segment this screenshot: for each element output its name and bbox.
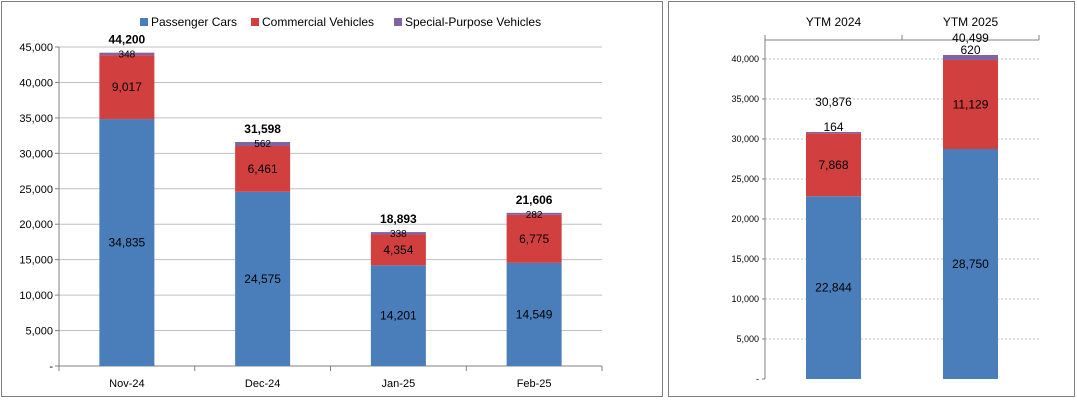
monthly-sales-chart: - 5,000 10,000 15,000 20,000 25,000 30,000 35,0… (19, 15, 603, 390)
y-tick-label: 40,000 (731, 54, 759, 64)
y-tick-label: 5,000 (25, 326, 53, 338)
bar-passenger-cars (806, 196, 861, 379)
x-tick-label: Dec-24 (245, 378, 280, 390)
data-label-passenger-cars: 28,750 (952, 257, 989, 271)
total-label: 30,876 (815, 95, 852, 109)
y-tick-label: 15,000 (19, 255, 53, 267)
data-label-commercial-vehicles: 9,017 (112, 80, 142, 94)
y-tick-label: 30,000 (731, 134, 759, 144)
total-label: 21,606 (516, 193, 553, 207)
data-label-commercial-vehicles: 6,461 (248, 162, 278, 176)
y-tick-label: - (49, 361, 53, 373)
y-tick-label: - (756, 374, 759, 384)
y-tick-label: 10,000 (731, 294, 759, 304)
y-tick-label: 35,000 (19, 113, 53, 125)
legend-swatch-special-purpose-vehicles (394, 18, 402, 26)
bar-commercial-vehicles (506, 214, 562, 263)
data-label-passenger-cars: 14,201 (380, 309, 417, 323)
total-label: 40,499 (952, 31, 989, 45)
bar-passenger-cars (943, 149, 998, 379)
data-label-commercial-vehicles: 4,354 (383, 243, 413, 257)
y-tick-label: 20,000 (731, 214, 759, 224)
data-label-passenger-cars: 34,835 (109, 236, 146, 250)
bar-passenger-cars (99, 119, 155, 366)
y-tick-label: 5,000 (736, 334, 759, 344)
data-label-passenger-cars: 22,844 (815, 281, 852, 295)
bar-special-purpose-vehicles (99, 52, 155, 56)
y-tick-label: 25,000 (731, 174, 759, 184)
legend-label-passenger-cars: Passenger Cars (151, 15, 237, 29)
bar-special-purpose-vehicles (506, 212, 562, 215)
legend-label-commercial-vehicles: Commercial Vehicles (262, 15, 374, 29)
data-label-special-purpose-vehicles: 348 (119, 50, 136, 61)
data-label-commercial-vehicles: 11,129 (953, 97, 989, 111)
y-tick-label: 30,000 (19, 148, 53, 160)
monthly-sales-chart-panel: - 5,000 10,000 15,000 20,000 25,000 30,000 35,0… (1, 1, 663, 397)
bar-special-purpose-vehicles (806, 131, 861, 134)
bar-passenger-cars (235, 191, 291, 366)
bar-commercial-vehicles (235, 145, 291, 192)
y-tick-label: 20,000 (19, 219, 53, 231)
y-tick-label: 10,000 (19, 290, 53, 302)
legend-label-special-purpose-vehicles: Special-Purpose Vehicles (405, 15, 541, 29)
data-label-special-purpose-vehicles: 620 (960, 43, 980, 57)
bar-special-purpose-vehicles (370, 232, 426, 235)
bar-commercial-vehicles (99, 55, 155, 120)
y-tick-label: 15,000 (731, 254, 759, 264)
data-label-commercial-vehicles: 6,775 (519, 232, 549, 246)
legend-swatch-commercial-vehicles (251, 18, 259, 26)
data-label-passenger-cars: 14,549 (516, 307, 553, 321)
ytm-sales-chart: - 5,000 10,000 15,000 20,000 25,000 30,000 35,0… (731, 15, 1040, 384)
bar-passenger-cars (506, 262, 562, 366)
total-label: 44,200 (109, 33, 146, 47)
y-tick-label: 35,000 (731, 94, 759, 104)
data-label-special-purpose-vehicles: 562 (254, 139, 271, 150)
data-label-commercial-vehicles: 7,868 (818, 158, 848, 172)
ytm-sales-chart-panel: - 5,000 10,000 15,000 20,000 25,000 30,000 35,0… (668, 1, 1075, 397)
total-label: 31,598 (244, 122, 281, 136)
data-label-special-purpose-vehicles: 164 (823, 120, 843, 134)
bar-special-purpose-vehicles (235, 142, 291, 146)
data-label-special-purpose-vehicles: 282 (526, 210, 543, 221)
y-tick-label: 40,000 (19, 77, 53, 89)
bar-passenger-cars (370, 265, 426, 366)
legend-swatch-passenger-cars (140, 18, 148, 26)
x-tick-label: YTM 2024 (806, 15, 862, 29)
data-label-passenger-cars: 24,575 (244, 272, 281, 286)
bar-special-purpose-vehicles (943, 55, 998, 60)
total-label: 18,893 (380, 212, 417, 226)
x-tick-label: Jan-25 (382, 378, 416, 390)
data-label-special-purpose-vehicles: 338 (390, 229, 407, 240)
x-tick-label: Feb-25 (517, 378, 552, 390)
bar-commercial-vehicles (370, 234, 426, 266)
y-tick-label: 25,000 (19, 184, 53, 196)
bar-commercial-vehicles (943, 59, 998, 149)
y-tick-label: 45,000 (19, 42, 53, 54)
x-tick-label: Nov-24 (109, 378, 144, 390)
bar-commercial-vehicles (806, 133, 861, 197)
x-tick-label: YTM 2025 (943, 15, 999, 29)
